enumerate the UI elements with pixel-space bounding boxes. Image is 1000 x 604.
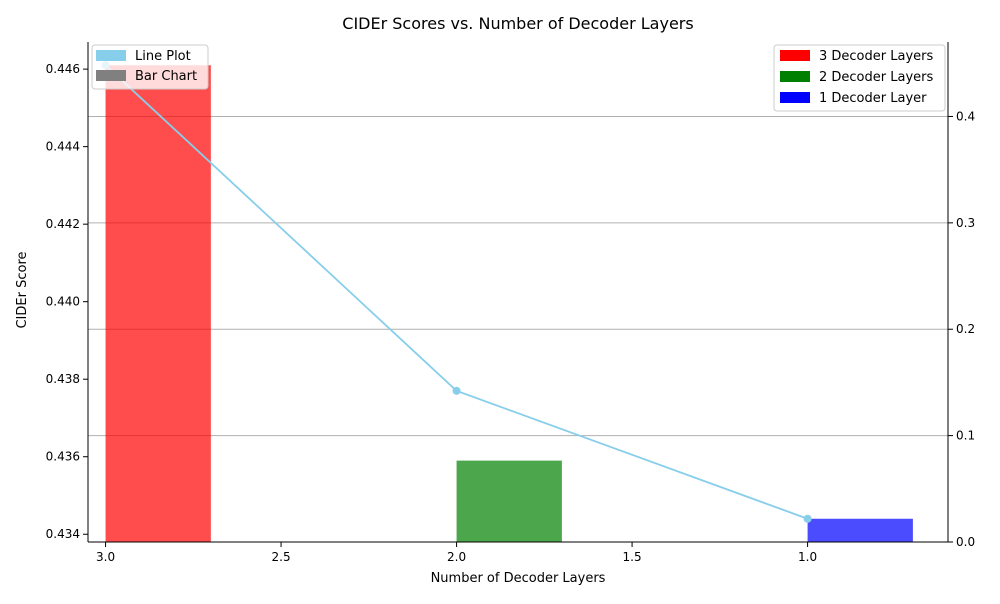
legend-label: Bar Chart [135,69,197,84]
y2-tick-label: 0.2 [956,322,975,336]
legend-label: Line Plot [135,49,191,64]
legend-swatch [780,92,810,103]
legend-right-box [773,44,946,112]
y-tick-label: 0.436 [46,450,80,464]
legend-swatch [96,70,126,81]
x-tick-label: 2.0 [447,550,466,564]
x-axis-label: Number of Decoder Layers [431,571,606,586]
y-axis-label: CIDEr Score [15,251,30,328]
x-tick-label: 3.0 [96,550,115,564]
line-point [452,386,461,395]
line-point [803,514,812,523]
y2-tick-label: 0.0 [956,535,975,549]
y-tick-label: 0.440 [46,295,80,309]
x-tick-label: 1.5 [623,550,642,564]
y-tick-label: 0.442 [46,217,80,231]
legend-swatch [96,50,126,61]
y-tick-label: 0.434 [46,527,80,541]
legend-label: 1 Decoder Layer [819,91,927,106]
legend-label: 3 Decoder Layers [819,49,933,64]
y-tick-label: 0.446 [46,62,80,76]
chart-title: CIDEr Scores vs. Number of Decoder Layer… [342,14,693,33]
y-tick-label: 0.438 [46,372,80,386]
legend-swatch [780,71,810,82]
plot-layer: 3.0 2.5 2.0 1.5 1.0 0.434 0.436 0.438 0.440 0.442… [46,42,975,564]
y2-tick-label: 0.3 [956,216,975,230]
x-tick-label: 1.0 [798,550,817,564]
x-tick-label: 2.5 [272,550,291,564]
bar [807,518,913,542]
bar [105,65,211,543]
bar [456,460,562,542]
y-tick-label: 0.444 [46,140,80,154]
y2-tick-label: 0.4 [956,109,975,123]
y2-tick-label: 0.1 [956,429,975,443]
legend-swatch [780,50,810,61]
legend-label: 2 Decoder Layers [819,70,933,85]
